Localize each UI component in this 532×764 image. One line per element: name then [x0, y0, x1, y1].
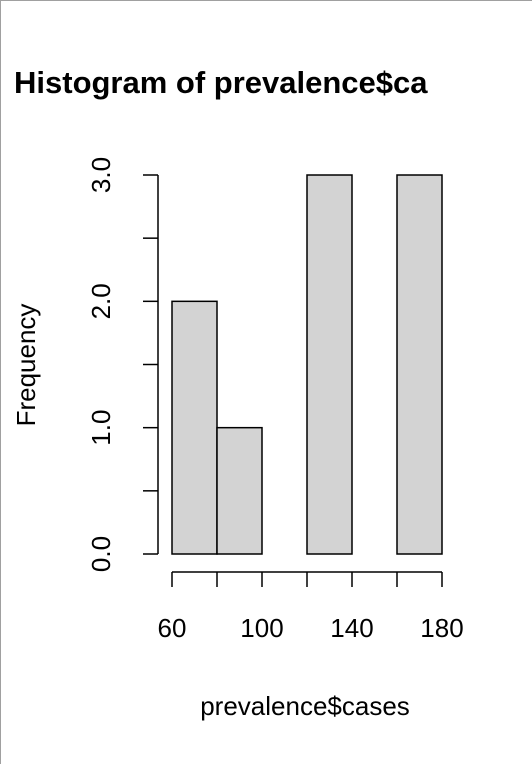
- y-tick-label: 1.0: [86, 410, 116, 446]
- y-tick-label: 3.0: [86, 157, 116, 193]
- bar: [171, 300, 218, 555]
- x-tick-label: 180: [420, 613, 463, 643]
- bar: [396, 174, 443, 555]
- y-axis-label: Frequency: [11, 304, 41, 427]
- x-axis-label: prevalence$cases: [200, 691, 410, 721]
- bar: [216, 426, 263, 555]
- x-tick-label: 140: [330, 613, 373, 643]
- bar: [306, 174, 353, 555]
- x-tick-label: 60: [158, 613, 187, 643]
- x-tick-label: 100: [240, 613, 283, 643]
- y-tick-label: 2.0: [86, 283, 116, 319]
- y-tick-label: 0.0: [86, 536, 116, 572]
- chart-title: Histogram of prevalence$ca: [14, 65, 428, 100]
